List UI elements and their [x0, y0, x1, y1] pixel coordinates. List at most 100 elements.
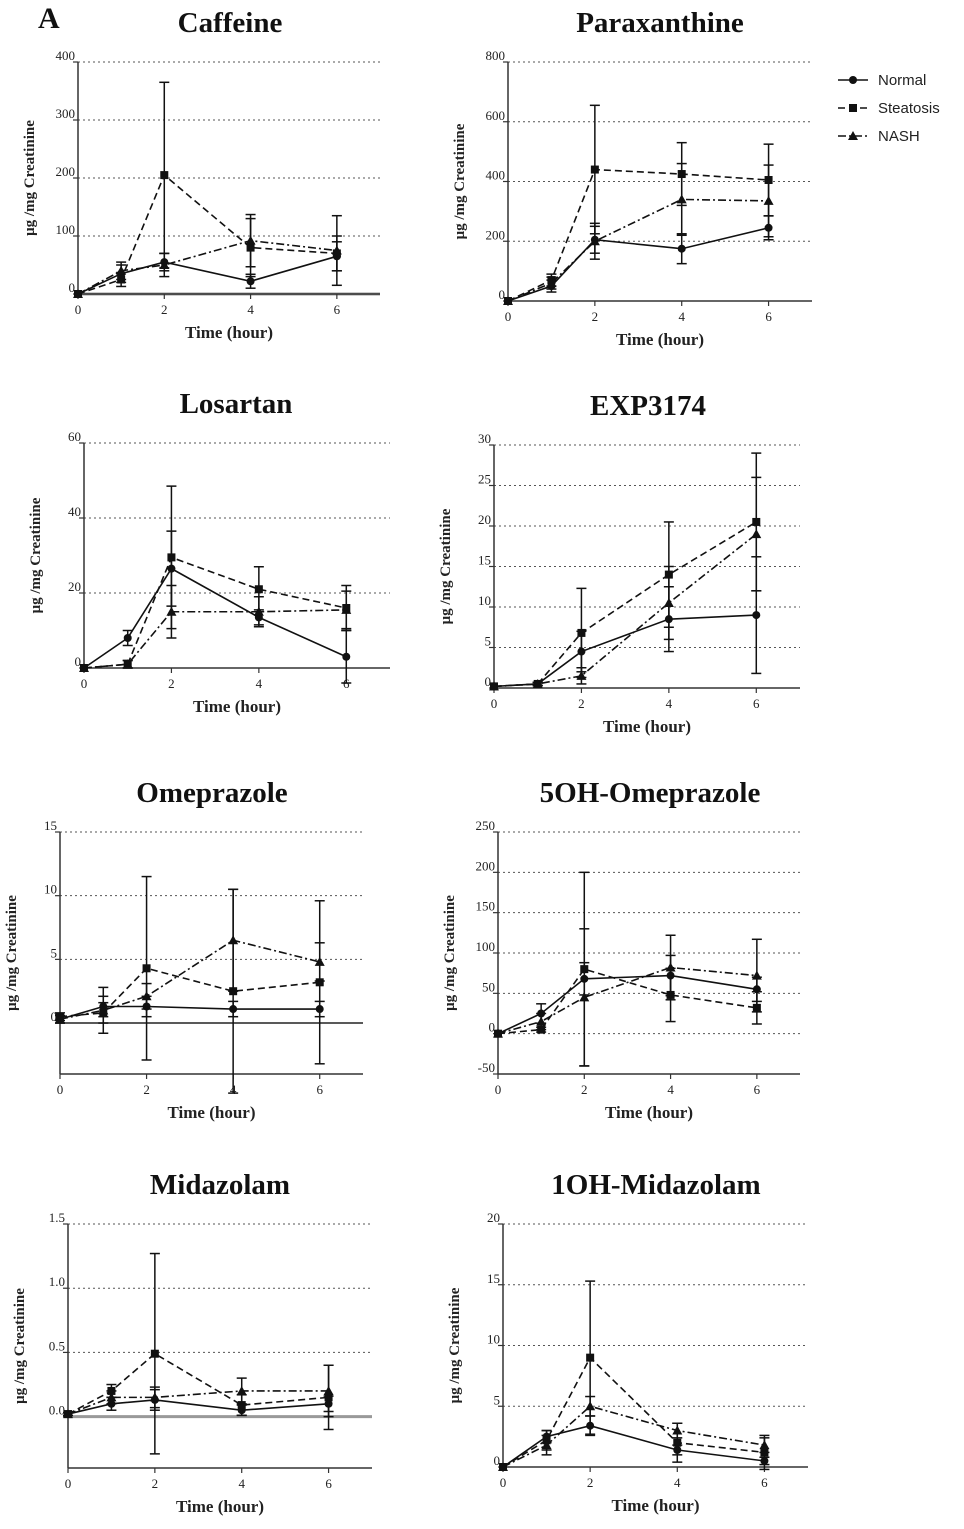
y-tick-label: 5 [494, 1392, 501, 1407]
series-line [493, 521, 757, 688]
legend-marker [849, 104, 857, 112]
chart-panel-4: EXP3174 0 5 10 15 20 25 30 0 2 4 6 Time (hour) μg /mg… [438, 390, 800, 736]
series-line [493, 533, 757, 688]
x-axis-label: Time (hour) [605, 1103, 693, 1122]
y-axis-label: μg /mg Creatinine [12, 1288, 28, 1404]
series-normal [80, 530, 352, 684]
y-axis-label: μg /mg Creatinine [452, 123, 468, 239]
data-point [663, 597, 674, 607]
data-point [228, 935, 239, 945]
chart-title: 5OH-Omeprazole [540, 777, 761, 809]
x-tick-label: 0 [81, 676, 88, 691]
series-line [67, 1399, 329, 1415]
data-point [159, 260, 170, 269]
data-point [167, 553, 176, 562]
data-point [245, 235, 256, 245]
data-point [122, 659, 133, 669]
x-tick-label: 6 [754, 1082, 761, 1097]
y-axis-label: μg /mg Creatinine [28, 497, 44, 613]
y-tick-label: 1.5 [49, 1210, 65, 1225]
x-axis-label: Time (hour) [616, 330, 704, 349]
series-steatosis [490, 452, 762, 691]
y-tick-label: 20 [487, 1210, 500, 1225]
data-point [331, 245, 342, 255]
y-tick-label: 400 [56, 48, 76, 63]
data-point [586, 1353, 595, 1362]
y-tick-label: 10 [44, 882, 57, 897]
y-axis-label: μg /mg Creatinine [447, 1287, 463, 1403]
y-tick-label: 0 [51, 1009, 58, 1024]
series-normal [494, 954, 762, 1038]
series-nash [55, 888, 325, 1034]
series-nash [73, 213, 342, 298]
x-tick-label: 4 [666, 696, 673, 711]
data-point [676, 194, 687, 204]
x-tick-label: 4 [256, 676, 263, 691]
y-tick-label: 50 [482, 979, 495, 994]
series-line [83, 556, 347, 669]
legend-entry-nash: NASH [838, 128, 920, 145]
data-point [236, 1385, 247, 1395]
legend: Normal Steatosis NASH [838, 72, 940, 145]
y-tick-label: 200 [476, 858, 496, 873]
series-normal [499, 1415, 770, 1471]
legend-entry-normal: Normal [838, 72, 926, 89]
data-point [541, 1440, 552, 1450]
y-tick-label: 10 [478, 593, 491, 608]
chart-panel-1: Caffeine 0 100 200 300 400 0 2 4 6 Time (hour) μg /… [22, 7, 380, 342]
y-axis-label: μg /mg Creatinine [442, 895, 458, 1011]
x-tick-label: 4 [238, 1476, 245, 1491]
y-tick-label: 100 [56, 222, 76, 237]
y-tick-label: 40 [68, 504, 81, 519]
chart-panel-2: Paraxanthine 0 200 400 600 800 0 2 4 6 Time (hour)… [452, 7, 812, 349]
series-nash [489, 476, 762, 691]
series-nash [493, 928, 762, 1067]
series-nash [498, 1395, 770, 1471]
y-tick-label: 0.0 [49, 1403, 65, 1418]
data-point [323, 1385, 334, 1395]
series-normal [55, 995, 325, 1024]
x-tick-label: 0 [57, 1082, 64, 1097]
series-normal [490, 556, 762, 691]
data-point [254, 585, 263, 594]
data-point [341, 604, 352, 614]
chart-panel-8: 1OH-Midazolam 0 5 10 15 20 0 2 4 6 Time (hour) μg /… [447, 1169, 808, 1515]
series-line [502, 1424, 765, 1468]
data-point [149, 1392, 160, 1402]
x-tick-label: 2 [581, 1082, 588, 1097]
y-tick-label: 15 [487, 1271, 500, 1286]
y-axis-label: μg /mg Creatinine [22, 120, 38, 236]
data-point [589, 236, 600, 246]
x-tick-label: 4 [678, 309, 685, 324]
y-axis-label: μg /mg Creatinine [438, 508, 454, 624]
y-tick-label: 60 [68, 429, 81, 444]
chart-panel-7: Midazolam 0.0 0.5 1.0 1.5 0 2 4 6 Time (hour) μg /… [12, 1169, 372, 1516]
x-tick-label: 0 [505, 309, 512, 324]
legend-label: NASH [878, 128, 920, 145]
series-line [67, 1352, 329, 1415]
y-tick-label: 200 [486, 227, 506, 242]
y-tick-label: 20 [68, 579, 81, 594]
data-point [590, 165, 599, 174]
series-line [502, 1405, 765, 1468]
series-line [83, 567, 347, 669]
data-point [63, 1409, 73, 1419]
y-axis-label: μg /mg Creatinine [4, 895, 20, 1011]
chart-panel-5: Omeprazole0510150246Time (hour)μg /mg Cr… [4, 777, 363, 1122]
data-point [116, 265, 127, 275]
x-axis-label: Time (hour) [168, 1103, 256, 1122]
figure-panel-label: A [38, 2, 60, 35]
x-tick-label: 0 [65, 1476, 72, 1491]
y-tick-label: 800 [486, 48, 506, 63]
data-point [579, 992, 590, 1002]
x-tick-label: 4 [247, 302, 254, 317]
x-tick-label: 4 [667, 1082, 674, 1097]
y-tick-label: 150 [476, 899, 496, 914]
y-tick-label: 0 [499, 287, 506, 302]
legend-entry-steatosis: Steatosis [838, 100, 940, 117]
data-point [673, 1438, 682, 1447]
data-point [253, 606, 264, 616]
chart-title: EXP3174 [590, 390, 706, 422]
x-axis-label: Time (hour) [193, 697, 281, 716]
